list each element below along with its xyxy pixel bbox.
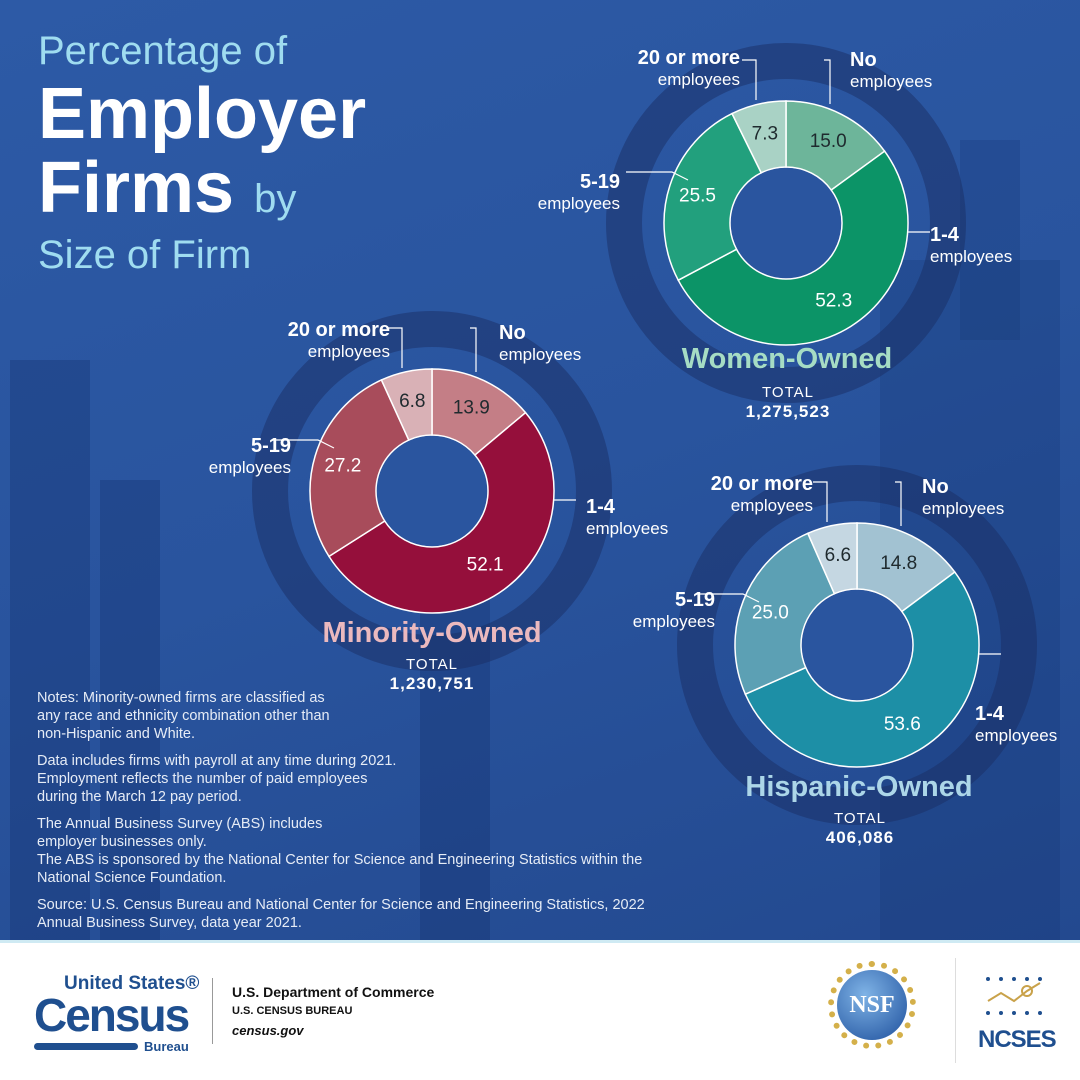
- minority-value-1-4: 52.1: [467, 555, 504, 576]
- title-line-1: Percentage of: [38, 29, 288, 73]
- hispanic-slice-5-19: [734, 532, 836, 696]
- hispanic-slice-1-4: [744, 571, 980, 768]
- hispanic-leader-none: [895, 481, 902, 526]
- census-logo-bar: [34, 1043, 138, 1050]
- women-value-1-4: 52.3: [815, 290, 852, 311]
- ncses-logo: NCSES: [978, 971, 1057, 1054]
- footer-divider-2: [955, 958, 956, 1063]
- minority-label-none: No employees: [499, 322, 582, 365]
- minority-value-20plus: 6.8: [399, 391, 425, 412]
- women-donut-hole: [731, 168, 841, 278]
- hispanic-label-1-4: 1-4 employees: [975, 703, 1058, 746]
- minority-total: TOTAL 1,230,751: [389, 656, 475, 693]
- minority-label-20plus: 20 or more employees: [287, 319, 390, 362]
- census-logo-bottom: Bureau: [144, 1039, 189, 1054]
- hispanic-slice-20plus: [806, 522, 858, 595]
- nsf-logo: NSF: [828, 961, 916, 1049]
- title-by: by: [254, 177, 297, 221]
- note-minority: Notes: Minority-owned firms are classifi…: [37, 690, 330, 742]
- women-total: TOTAL 1,275,523: [745, 384, 831, 421]
- notes: Notes: Minority-owned firms are classifi…: [37, 689, 697, 941]
- ncses-dots-icon: [986, 977, 1042, 1015]
- women-owned-title: Women-Owned: [681, 343, 893, 375]
- hispanic-leader-20plus: [813, 481, 828, 522]
- footer: United States® Census Bureau U.S. Depart…: [0, 940, 1080, 1080]
- title-line-2: Employer: [38, 74, 367, 154]
- women-leader-none: [824, 59, 831, 104]
- minority-owned-title: Minority-Owned: [322, 617, 542, 649]
- minority-slice-1-4: [327, 411, 555, 614]
- women-value-20plus: 7.3: [752, 123, 778, 144]
- hispanic-halo-ring: [677, 465, 1037, 825]
- note-source: Source: U.S. Census Bureau and National …: [37, 897, 645, 931]
- minority-slice-20plus: [380, 368, 433, 442]
- minority-donut-hole: [377, 436, 487, 546]
- minority-value-5-19: 27.2: [324, 455, 361, 476]
- hispanic-label-none: No employees: [922, 476, 1005, 519]
- minority-leader-20plus: [388, 327, 403, 368]
- footer-divider: [212, 978, 213, 1044]
- women-halo-ring: [606, 43, 966, 403]
- minority-label-1-4: 1-4 employees: [586, 496, 669, 539]
- census-logo-top: United States®: [64, 973, 200, 994]
- women-label-none: No employees: [850, 49, 933, 92]
- hispanic-value-5-19: 25.0: [752, 602, 789, 623]
- women-leader-20plus: [742, 59, 757, 100]
- minority-halo-ring: [252, 311, 612, 671]
- women-label-1-4: 1-4 employees: [930, 224, 1013, 267]
- census-logo: United States® Census Bureau: [34, 973, 204, 1059]
- title-line-3: Firms by: [38, 152, 296, 235]
- minority-value-none: 13.9: [453, 398, 490, 419]
- hispanic-label-5-19: 5-19 employees: [632, 589, 715, 632]
- women-value-none: 15.0: [810, 131, 847, 152]
- hispanic-label-20plus: 20 or more employees: [710, 473, 813, 516]
- women-label-20plus: 20 or more employees: [637, 47, 740, 90]
- women-label-5-19: 5-19 employees: [537, 171, 620, 214]
- hispanic-donut-hole: [802, 590, 912, 700]
- women-value-5-19: 25.5: [679, 185, 716, 206]
- donut-charts: 15.0 52.3 25.5 7.3 13.9 52.1 27.2 6.8 14.8 53.6 25…: [252, 43, 1037, 825]
- hispanic-value-20plus: 6.6: [825, 545, 851, 566]
- minority-slice-5-19: [309, 378, 410, 558]
- women-slice-20plus: [731, 100, 787, 174]
- hispanic-owned-title: Hispanic-Owned: [745, 771, 973, 803]
- minority-leader-none: [470, 327, 477, 372]
- hispanic-value-1-4: 53.6: [884, 714, 921, 735]
- census-text: U.S. Department of Commerce U.S. CENSUS …: [232, 984, 435, 1038]
- title-firms: Firms: [38, 148, 235, 228]
- women-leader-5-19: [626, 171, 689, 181]
- note-abs: The Annual Business Survey (ABS) include…: [37, 816, 643, 886]
- women-slice-5-19: [663, 112, 763, 282]
- census-logo-mid: Census: [34, 989, 190, 1041]
- hispanic-leader-5-19: [697, 593, 760, 603]
- women-slice-1-4: [677, 150, 909, 346]
- hispanic-value-none: 14.8: [880, 553, 917, 574]
- minority-label-5-19: 5-19 employees: [208, 435, 291, 478]
- hispanic-total: TOTAL 406,086: [825, 810, 895, 847]
- note-data: Data includes firms with payroll at any …: [37, 753, 397, 805]
- minority-leader-5-19: [272, 439, 335, 449]
- title-line-4: Size of Firm: [38, 233, 252, 277]
